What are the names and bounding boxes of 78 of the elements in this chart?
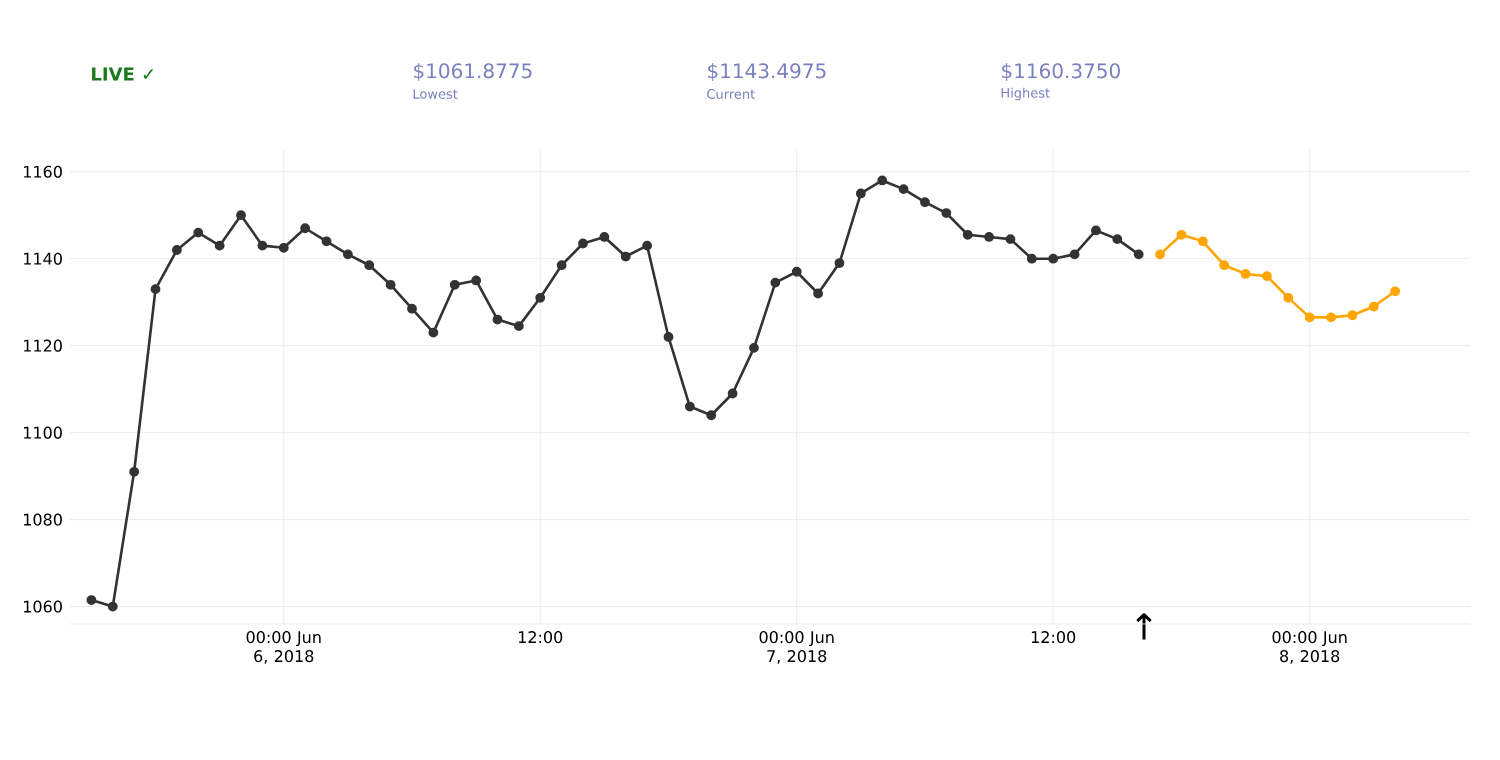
y-tick-label: 1120 <box>24 339 62 352</box>
point <box>1069 249 1080 260</box>
point <box>428 327 439 338</box>
y-tick-label: 1140 <box>24 252 62 265</box>
point <box>706 410 717 421</box>
point <box>492 314 503 325</box>
point <box>1155 249 1165 260</box>
point <box>1262 271 1272 281</box>
point <box>599 232 610 242</box>
point <box>171 245 182 255</box>
point <box>1112 234 1123 245</box>
point <box>962 229 973 240</box>
point <box>278 242 289 253</box>
point <box>684 401 695 412</box>
y-tick-label: 1100 <box>24 426 62 439</box>
point <box>1005 234 1016 245</box>
point <box>257 240 268 251</box>
point <box>1390 286 1401 297</box>
point <box>813 288 823 299</box>
x-tick-label: 12:00 <box>1031 631 1076 644</box>
point <box>129 466 140 477</box>
x-tick-label: 12:00 <box>518 631 563 644</box>
point <box>449 279 460 290</box>
point <box>1048 253 1059 264</box>
point <box>1219 260 1230 271</box>
point <box>1026 253 1037 264</box>
point <box>578 238 588 249</box>
point <box>920 197 930 208</box>
point <box>556 260 567 271</box>
point <box>1176 229 1187 240</box>
annotation: ↑ <box>1136 613 1152 640</box>
point <box>727 388 738 399</box>
point <box>770 277 781 288</box>
point <box>1347 310 1358 321</box>
point <box>1197 236 1208 247</box>
point <box>642 240 653 251</box>
point <box>150 284 161 295</box>
point <box>321 236 332 247</box>
x-tick-label: 00:00 Jun 7, 2018 <box>759 631 834 664</box>
point <box>86 595 97 605</box>
point <box>471 275 482 286</box>
point <box>620 251 631 262</box>
point <box>984 232 994 242</box>
point <box>107 601 118 612</box>
point <box>407 303 417 314</box>
point <box>941 208 952 218</box>
point <box>898 184 909 195</box>
point <box>236 210 246 221</box>
point <box>834 258 845 268</box>
point <box>877 175 888 186</box>
point <box>1091 225 1101 236</box>
point <box>749 342 759 353</box>
point <box>1326 312 1336 323</box>
point <box>385 279 396 290</box>
point <box>855 188 866 199</box>
point <box>1368 301 1379 312</box>
point <box>513 321 524 331</box>
point <box>535 292 546 303</box>
point <box>364 260 375 271</box>
point <box>663 332 674 342</box>
y-tick-label: 1060 <box>24 600 62 613</box>
text: LIVE ✓ <box>92 67 154 81</box>
x-tick-label: 00:00 Jun 8, 2018 <box>1272 631 1347 664</box>
text: $1143.4975 <box>708 62 826 82</box>
text: $1160.3750 <box>1002 62 1120 82</box>
y-tick-label: 1160 <box>24 165 62 178</box>
text: $1061.8775 <box>414 62 532 82</box>
point <box>1304 312 1315 323</box>
point <box>300 223 311 234</box>
point <box>1240 269 1251 279</box>
point <box>791 266 802 277</box>
point <box>1283 292 1294 303</box>
point <box>214 240 225 251</box>
y-tick-label: 1080 <box>24 513 62 526</box>
x-tick-label: 00:00 Jun 6, 2018 <box>246 631 321 664</box>
point <box>1133 249 1144 260</box>
point <box>193 227 204 238</box>
point <box>342 249 353 260</box>
